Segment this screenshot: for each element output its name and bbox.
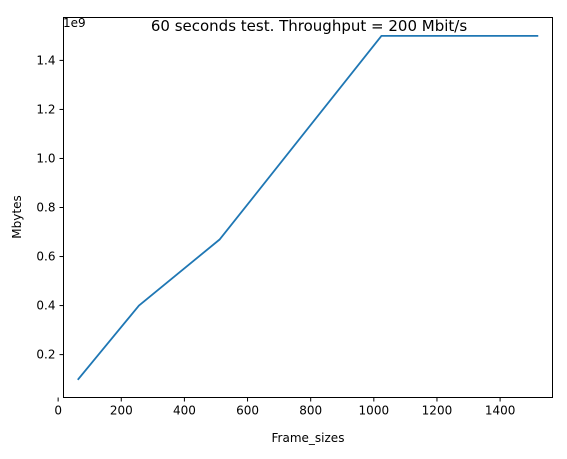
y-tick-label: 1.4	[36, 53, 55, 67]
y-axis-ticks: 0.2 0.4 0.6 0.8 1.0 1.2 1.4	[36, 53, 63, 361]
x-tick-label: 1200	[422, 404, 453, 418]
x-tick-label: 800	[299, 404, 322, 418]
x-tick-label: 1400	[485, 404, 516, 418]
x-axis-label: Frame_sizes	[272, 431, 345, 445]
x-tick-label: 1000	[359, 404, 390, 418]
y-tick-label: 0.4	[36, 299, 55, 313]
x-tick-label: 600	[236, 404, 259, 418]
x-tick-label: 200	[110, 404, 133, 418]
y-tick-label: 0.8	[36, 201, 55, 215]
y-tick-label: 0.2	[36, 348, 55, 362]
y-offset-label: 1e9	[63, 16, 86, 30]
series-line	[78, 36, 537, 379]
plot-lines	[78, 36, 537, 379]
y-tick-label: 0.6	[36, 250, 55, 264]
x-tick-label: 400	[173, 404, 196, 418]
plot-frame	[64, 18, 553, 398]
y-axis-label: Mbytes	[10, 195, 24, 238]
x-axis-ticks: 0 200 400 600 800 1000 1200 1400	[54, 398, 515, 418]
chart-title: 60 seconds test. Throughput = 200 Mbit/s	[151, 17, 467, 35]
y-tick-label: 1.2	[36, 102, 55, 116]
y-tick-label: 1.0	[36, 151, 55, 165]
x-tick-label: 0	[54, 404, 62, 418]
